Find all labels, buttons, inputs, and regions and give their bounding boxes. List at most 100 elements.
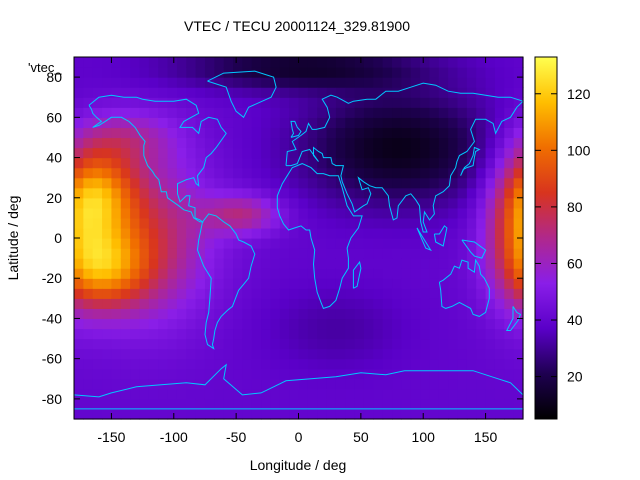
heatmap-cell <box>485 217 496 229</box>
heatmap-cell <box>307 97 318 108</box>
heatmap-cell <box>233 308 243 320</box>
heatmap-cell <box>513 227 524 239</box>
heatmap-cell <box>233 298 243 309</box>
heatmap-cell <box>176 308 187 320</box>
heatmap-cell <box>223 388 234 400</box>
x-tick-label: 0 <box>295 429 303 445</box>
heatmap-cell <box>186 137 197 149</box>
heatmap-cell <box>242 127 253 139</box>
heatmap-cell <box>335 238 346 249</box>
heatmap-cell <box>186 248 197 259</box>
heatmap-cell <box>476 408 487 420</box>
heatmap-cell <box>92 67 103 78</box>
heatmap-cell <box>382 97 393 108</box>
heatmap-cell <box>373 348 384 360</box>
heatmap-cell <box>214 358 225 370</box>
heatmap-cell <box>504 137 515 149</box>
heatmap-cell <box>139 258 150 269</box>
heatmap-cell <box>195 57 206 68</box>
heatmap-cell <box>92 57 103 68</box>
heatmap-cell <box>373 167 384 179</box>
heatmap-cell <box>74 77 84 88</box>
heatmap-cell <box>214 67 225 78</box>
heatmap-cell <box>448 308 459 320</box>
heatmap-cell <box>410 107 421 118</box>
colorbar-tick-label: 20 <box>567 369 583 385</box>
heatmap-cell <box>92 117 103 128</box>
heatmap-cell <box>401 127 412 139</box>
heatmap-cell <box>457 398 468 410</box>
heatmap-cell <box>373 388 384 400</box>
heatmap-cell <box>326 197 337 209</box>
heatmap-cell <box>233 227 243 239</box>
heatmap-cell <box>120 358 131 370</box>
heatmap-cell <box>251 268 262 279</box>
heatmap-cell <box>130 238 141 249</box>
heatmap-cell <box>476 368 487 380</box>
heatmap-cell <box>242 137 253 149</box>
heatmap-cell <box>139 338 150 350</box>
heatmap-cell <box>457 408 468 420</box>
heatmap-cell <box>392 217 402 229</box>
heatmap-cell <box>186 227 197 239</box>
heatmap-cell <box>457 328 468 340</box>
heatmap-cell <box>317 97 328 108</box>
heatmap-cell <box>392 57 402 68</box>
heatmap-cell <box>74 187 84 199</box>
heatmap-cell <box>345 298 356 309</box>
heatmap-cell <box>401 318 412 330</box>
heatmap-cell <box>457 147 468 159</box>
heatmap-cell <box>176 157 187 169</box>
heatmap-cell <box>261 298 272 309</box>
heatmap-cell <box>438 288 449 299</box>
heatmap-cell <box>214 227 225 239</box>
heatmap-cell <box>223 157 234 169</box>
heatmap-cell <box>401 177 412 189</box>
heatmap-cell <box>401 288 412 299</box>
heatmap-cell <box>251 117 262 128</box>
heatmap-cell <box>204 328 215 340</box>
heatmap-cell <box>139 368 150 380</box>
heatmap-cell <box>326 87 337 98</box>
heatmap-cell <box>204 187 215 199</box>
heatmap-cell <box>233 248 243 259</box>
heatmap-cell <box>476 238 487 249</box>
heatmap-cell <box>223 107 234 118</box>
heatmap-cell <box>251 238 262 249</box>
heatmap-cell <box>120 398 131 410</box>
heatmap-cell <box>261 348 272 360</box>
heatmap-cell <box>279 57 290 68</box>
heatmap-cell <box>410 137 421 149</box>
heatmap-cell <box>429 338 440 350</box>
heatmap-cell <box>195 67 206 78</box>
heatmap-cell <box>513 57 524 68</box>
heatmap-cell <box>476 157 487 169</box>
heatmap-cell <box>223 328 234 340</box>
heatmap-cell <box>307 77 318 88</box>
heatmap-cell <box>466 77 477 88</box>
heatmap-cell <box>279 348 290 360</box>
heatmap-cell <box>298 338 309 350</box>
heatmap-cell <box>317 298 328 309</box>
heatmap-cell <box>130 157 141 169</box>
heatmap-cell <box>392 268 402 279</box>
heatmap-cell <box>214 278 225 289</box>
heatmap-cell <box>158 67 169 78</box>
heatmap-cell <box>102 57 113 68</box>
heatmap-cell <box>457 207 468 219</box>
heatmap-cell <box>176 408 187 420</box>
heatmap-cell <box>457 318 468 330</box>
heatmap-cell <box>513 77 524 88</box>
heatmap-cell <box>504 127 515 139</box>
heatmap-cell <box>289 187 300 199</box>
heatmap-cell <box>261 318 272 330</box>
heatmap-cell <box>176 338 187 350</box>
heatmap-cell <box>74 278 84 289</box>
heatmap-cell <box>298 217 309 229</box>
heatmap-cell <box>448 378 459 390</box>
heatmap-cell <box>448 107 459 118</box>
heatmap-cell <box>298 77 309 88</box>
heatmap-cell <box>148 157 159 169</box>
heatmap-cell <box>326 408 337 420</box>
heatmap-cell <box>410 217 421 229</box>
